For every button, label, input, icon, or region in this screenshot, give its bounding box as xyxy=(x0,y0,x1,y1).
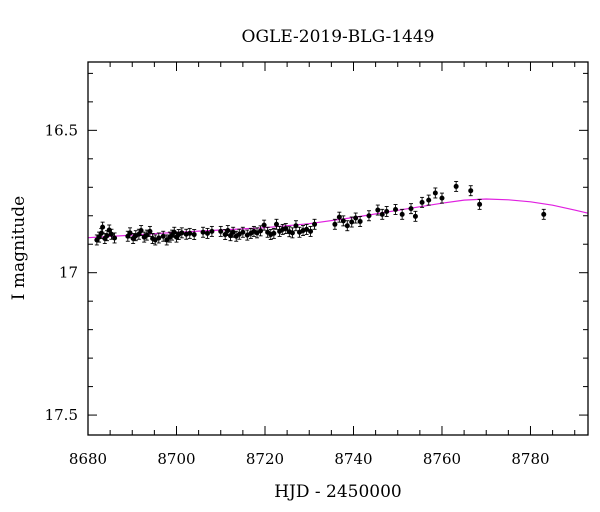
data-point xyxy=(187,230,193,236)
data-point xyxy=(399,211,405,217)
chart-title: OGLE-2019-BLG-1449 xyxy=(242,27,435,47)
data-point xyxy=(379,211,385,217)
y-tick-label: 16.5 xyxy=(45,121,78,139)
data-point xyxy=(340,218,346,224)
model-curve xyxy=(87,198,589,239)
data-point xyxy=(225,228,231,234)
data-point xyxy=(412,213,418,219)
model-curve-layer xyxy=(87,198,589,239)
y-tick-label: 17.5 xyxy=(45,406,78,424)
x-tick-label: 8700 xyxy=(157,450,195,468)
data-point xyxy=(271,230,277,236)
data-point xyxy=(289,230,295,236)
axis-ticks: 8680 8700 8720 8740 8760 8780 16.5 17 17.5 xyxy=(45,62,588,468)
data-point xyxy=(293,223,299,229)
data-point xyxy=(200,229,206,235)
data-point xyxy=(204,230,210,236)
data-point xyxy=(283,226,289,232)
data-point xyxy=(353,215,359,221)
data-point xyxy=(393,206,399,212)
data-point xyxy=(541,211,547,217)
data-point xyxy=(312,221,318,227)
data-point xyxy=(477,201,483,207)
data-point xyxy=(419,199,425,205)
data-point xyxy=(112,235,118,241)
data-point xyxy=(127,230,133,236)
data-point xyxy=(261,222,267,228)
data-point xyxy=(240,229,246,235)
data-point xyxy=(258,228,264,234)
plot-frame xyxy=(87,61,589,436)
data-point xyxy=(336,214,342,220)
data-point xyxy=(273,221,279,227)
data-points-layer xyxy=(94,180,547,246)
data-point xyxy=(468,188,474,194)
data-point xyxy=(349,219,355,225)
data-point xyxy=(191,232,197,238)
data-point xyxy=(156,235,162,241)
data-point xyxy=(408,206,414,212)
data-point xyxy=(104,233,110,239)
x-tick-label: 8760 xyxy=(423,450,461,468)
y-axis-label: I magnitude xyxy=(9,196,29,300)
data-point xyxy=(308,228,314,234)
data-point xyxy=(432,190,438,196)
data-point xyxy=(106,227,112,233)
data-point xyxy=(209,228,215,234)
x-tick-label: 8680 xyxy=(69,450,107,468)
data-point xyxy=(384,208,390,214)
data-point xyxy=(100,224,106,230)
x-tick-label: 8720 xyxy=(246,450,284,468)
data-point xyxy=(230,229,236,235)
data-point xyxy=(453,183,459,189)
data-point xyxy=(439,195,445,201)
data-point xyxy=(426,197,432,203)
data-point xyxy=(160,233,166,239)
data-point xyxy=(344,223,350,229)
data-point xyxy=(375,207,381,213)
data-point xyxy=(179,230,185,236)
data-point xyxy=(304,226,310,232)
data-point xyxy=(357,218,363,224)
x-axis-label: HJD - 2450000 xyxy=(274,482,402,502)
x-tick-label: 8780 xyxy=(511,450,549,468)
data-point xyxy=(171,229,177,235)
data-point xyxy=(147,228,153,234)
y-tick-label: 17 xyxy=(59,264,78,282)
x-tick-label: 8740 xyxy=(334,450,372,468)
data-point xyxy=(366,213,372,219)
data-point xyxy=(218,228,224,234)
data-point xyxy=(332,221,338,227)
